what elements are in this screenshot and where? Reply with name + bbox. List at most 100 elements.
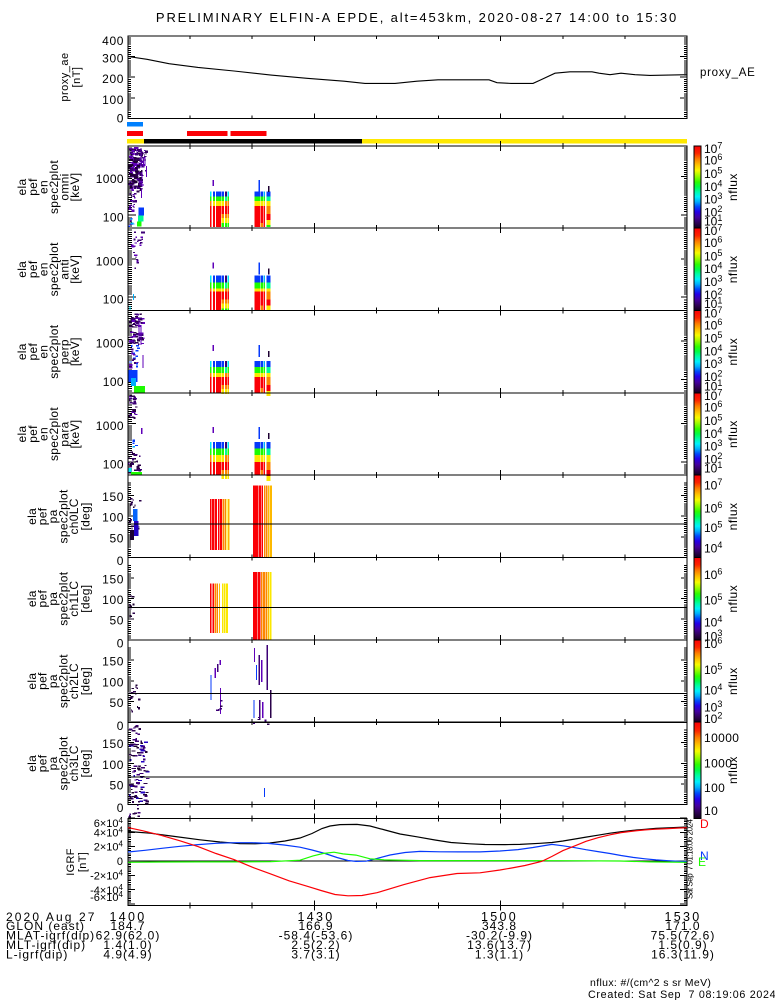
svg-text:62.9(62.0): 62.9(62.0) xyxy=(96,929,161,943)
svg-text:nflux: nflux xyxy=(726,420,740,448)
svg-text:150: 150 xyxy=(102,737,124,751)
svg-text:2020 Aug 27: 2020 Aug 27 xyxy=(6,910,97,924)
svg-text:0: 0 xyxy=(117,554,124,568)
svg-text:0: 0 xyxy=(117,636,124,650)
svg-text:spec2plot: spec2plot xyxy=(47,407,61,461)
svg-text:nflux: #/(cm^2 s sr MeV): nflux: #/(cm^2 s sr MeV) xyxy=(590,977,711,989)
svg-text:50: 50 xyxy=(109,696,124,710)
svg-text:171.0: 171.0 xyxy=(665,919,700,933)
svg-text:pef: pef xyxy=(36,754,50,772)
svg-text:150: 150 xyxy=(102,655,124,669)
svg-text:en: en xyxy=(37,262,51,276)
svg-text:pef: pef xyxy=(26,260,40,278)
svg-text:nflux: nflux xyxy=(726,756,740,784)
svg-text:nflux: nflux xyxy=(726,338,740,366)
svg-text:[deg]: [deg] xyxy=(79,667,93,695)
svg-text:IGRF: IGRF xyxy=(65,848,77,875)
svg-text:spec2plot: spec2plot xyxy=(57,736,71,790)
svg-text:-58.4(-53.6): -58.4(-53.6) xyxy=(279,929,354,943)
svg-text:184.7: 184.7 xyxy=(110,919,145,933)
svg-text:100: 100 xyxy=(102,511,124,525)
svg-text:nflux: nflux xyxy=(726,255,740,283)
svg-text:pa: pa xyxy=(46,592,60,606)
svg-text:1.5(0.9): 1.5(0.9) xyxy=(658,938,707,952)
svg-text:GLON (east): GLON (east) xyxy=(6,919,85,933)
svg-text:pef: pef xyxy=(36,672,50,690)
svg-text:10000: 10000 xyxy=(704,731,739,745)
svg-text:D: D xyxy=(700,817,709,831)
svg-text:0: 0 xyxy=(117,856,123,868)
svg-text:0: 0 xyxy=(117,801,124,815)
svg-text:1000: 1000 xyxy=(704,757,732,771)
svg-text:nflux: nflux xyxy=(726,173,740,201)
svg-text:MLT-igrf(dip): MLT-igrf(dip) xyxy=(6,938,86,952)
svg-text:pa: pa xyxy=(46,509,60,523)
svg-text:pa: pa xyxy=(46,756,60,770)
svg-text:en: en xyxy=(37,345,51,359)
svg-text:omni: omni xyxy=(58,173,72,200)
svg-text:1400: 1400 xyxy=(109,910,146,924)
svg-text:N: N xyxy=(700,849,709,863)
svg-text:1.4(1.0): 1.4(1.0) xyxy=(103,938,152,952)
svg-text:1000: 1000 xyxy=(96,337,124,351)
svg-text:4.9(4.9): 4.9(4.9) xyxy=(103,947,152,961)
svg-text:1.3(1.1): 1.3(1.1) xyxy=(475,947,524,961)
svg-text:[deg]: [deg] xyxy=(79,749,93,777)
svg-text:ela: ela xyxy=(25,673,39,690)
svg-text:en: en xyxy=(37,180,51,194)
svg-text:spec2plot: spec2plot xyxy=(47,242,61,296)
svg-text:pef: pef xyxy=(26,178,40,196)
svg-text:[deg]: [deg] xyxy=(79,585,93,613)
svg-text:ela: ela xyxy=(25,755,39,772)
svg-text:ela: ela xyxy=(25,508,39,525)
svg-text:pef: pef xyxy=(36,590,50,608)
svg-text:pa: pa xyxy=(46,674,60,688)
svg-text:ela: ela xyxy=(15,261,29,278)
svg-text:50: 50 xyxy=(109,531,124,545)
svg-text:3.7(3.1): 3.7(3.1) xyxy=(291,947,340,961)
svg-text:ela: ela xyxy=(25,590,39,607)
svg-text:ela: ela xyxy=(15,426,29,443)
svg-text:pef: pef xyxy=(26,425,40,443)
svg-text:PRELIMINARY ELFIN-A EPDE, alt=: PRELIMINARY ELFIN-A EPDE, alt=453km, 202… xyxy=(156,10,678,25)
svg-text:100: 100 xyxy=(103,457,124,471)
svg-text:spec2plot: spec2plot xyxy=(57,489,71,543)
svg-text:2.5(2.2): 2.5(2.2) xyxy=(291,938,340,952)
svg-text:nflux: nflux xyxy=(726,585,740,613)
svg-text:perp: perp xyxy=(58,339,72,364)
svg-text:4×104: 4×104 xyxy=(94,825,124,839)
svg-text:-6×104: -6×104 xyxy=(90,890,123,904)
svg-text:150: 150 xyxy=(102,490,124,504)
svg-text:16.3(11.9): 16.3(11.9) xyxy=(651,947,715,961)
svg-text:para: para xyxy=(58,421,72,446)
svg-text:0: 0 xyxy=(117,719,124,733)
svg-text:spec2plot: spec2plot xyxy=(47,324,61,378)
svg-text:100: 100 xyxy=(103,375,124,389)
svg-text:100: 100 xyxy=(102,93,124,107)
svg-text:nflux: nflux xyxy=(726,502,740,530)
svg-text:75.5(72.6): 75.5(72.6) xyxy=(651,929,716,943)
svg-text:100: 100 xyxy=(103,293,124,307)
svg-text:[nT]: [nT] xyxy=(77,852,89,872)
svg-text:1000: 1000 xyxy=(96,419,124,433)
svg-text:[deg]: [deg] xyxy=(79,502,93,530)
svg-text:100: 100 xyxy=(704,781,725,795)
svg-text:proxy_AE: proxy_AE xyxy=(700,67,755,79)
svg-text:166.9: 166.9 xyxy=(298,919,333,933)
svg-text:100: 100 xyxy=(102,758,124,772)
svg-text:[keV]: [keV] xyxy=(68,337,82,366)
svg-text:ch1LC: ch1LC xyxy=(67,581,81,617)
svg-text:pef: pef xyxy=(36,507,50,525)
svg-text:[keV]: [keV] xyxy=(68,255,82,284)
svg-text:1000: 1000 xyxy=(96,172,124,186)
svg-text:ela: ela xyxy=(15,343,29,360)
svg-text:100: 100 xyxy=(102,675,124,689)
svg-text:-2×104: -2×104 xyxy=(90,869,123,883)
svg-text:Created: Sat Sep 7 08:19:06 2: Created: Sat Sep 7 08:19:06 2024 xyxy=(588,989,775,1000)
svg-text:10: 10 xyxy=(704,804,718,818)
svg-text:L-igrf(dip): L-igrf(dip) xyxy=(6,947,68,961)
svg-text:ch3LC: ch3LC xyxy=(67,745,81,781)
svg-text:nflux: nflux xyxy=(726,667,740,695)
svg-text:200: 200 xyxy=(102,72,124,86)
svg-text:-30.2(-9.9): -30.2(-9.9) xyxy=(466,929,533,943)
